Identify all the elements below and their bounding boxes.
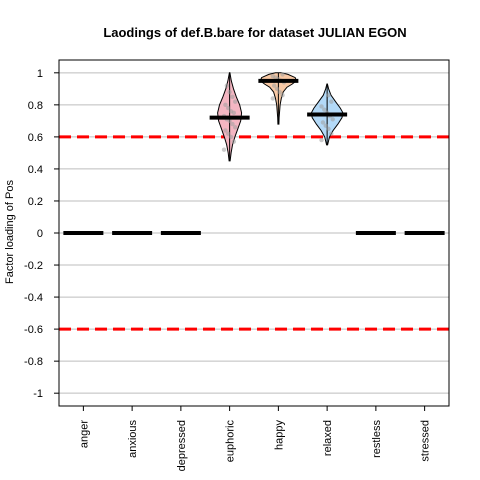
x-tick-label: restless bbox=[371, 420, 383, 458]
data-point bbox=[280, 93, 285, 98]
data-point bbox=[270, 96, 275, 101]
data-point bbox=[319, 104, 324, 109]
x-tick-label: anger bbox=[78, 420, 90, 448]
data-point bbox=[230, 121, 235, 127]
data-point bbox=[223, 102, 228, 108]
data-point bbox=[329, 131, 334, 136]
data-point bbox=[226, 105, 231, 111]
data-point bbox=[329, 99, 334, 104]
data-point bbox=[227, 89, 232, 95]
data-point bbox=[224, 83, 230, 88]
data-point bbox=[271, 83, 277, 88]
chart-title: Laodings of def.B.bare for dataset JULIA… bbox=[103, 25, 406, 40]
y-tick-label: -0.2 bbox=[24, 260, 43, 272]
data-point bbox=[326, 93, 331, 98]
x-tick-label: happy bbox=[273, 420, 285, 450]
data-point bbox=[274, 86, 280, 92]
data-point bbox=[226, 131, 231, 136]
x-tick-label: depressed bbox=[176, 420, 188, 471]
data-point bbox=[221, 147, 227, 152]
reference-lines bbox=[59, 135, 449, 331]
data-point bbox=[233, 125, 238, 130]
axes: 1 0.8 0.6 0.4 0.2 0 -0.2 -0.4 -0.6 -0.8 -1 anger anx… bbox=[24, 59, 450, 471]
data-point bbox=[326, 126, 331, 132]
data-point bbox=[280, 72, 285, 77]
plot-frame bbox=[58, 59, 450, 407]
data-point bbox=[320, 120, 326, 125]
x-tick-label: anxious bbox=[127, 420, 139, 458]
x-tick-label: relaxed bbox=[322, 420, 334, 456]
median-bars bbox=[63, 78, 445, 235]
x-tick-label: euphoric bbox=[225, 420, 237, 463]
x-tick-label: stressed bbox=[420, 420, 432, 462]
y-tick-label: 0.8 bbox=[28, 100, 43, 112]
y-tick-label: 0 bbox=[37, 228, 43, 240]
y-tick-label: 0.4 bbox=[28, 164, 43, 176]
data-point bbox=[323, 123, 328, 128]
data-point bbox=[233, 99, 238, 104]
data-point bbox=[228, 109, 234, 114]
y-tick-label: -0.8 bbox=[24, 356, 43, 368]
y-tick-label: -1 bbox=[33, 388, 43, 400]
y-tick-label: 1 bbox=[37, 68, 43, 80]
y-axis-label: Factor loading of Pos bbox=[4, 180, 16, 284]
data-point bbox=[319, 137, 324, 143]
data-point bbox=[270, 73, 275, 79]
data-point bbox=[322, 107, 327, 112]
data-point bbox=[223, 128, 228, 133]
y-tick-label: 0.2 bbox=[28, 196, 43, 208]
y-tick-label: -0.4 bbox=[24, 292, 43, 304]
data-point bbox=[228, 134, 234, 140]
data-point bbox=[230, 94, 235, 100]
y-tick-label: -0.6 bbox=[24, 324, 43, 336]
data-point bbox=[231, 139, 237, 144]
y-tick-label: 0.6 bbox=[28, 132, 43, 144]
data-point bbox=[330, 117, 335, 122]
data-point bbox=[277, 89, 282, 95]
